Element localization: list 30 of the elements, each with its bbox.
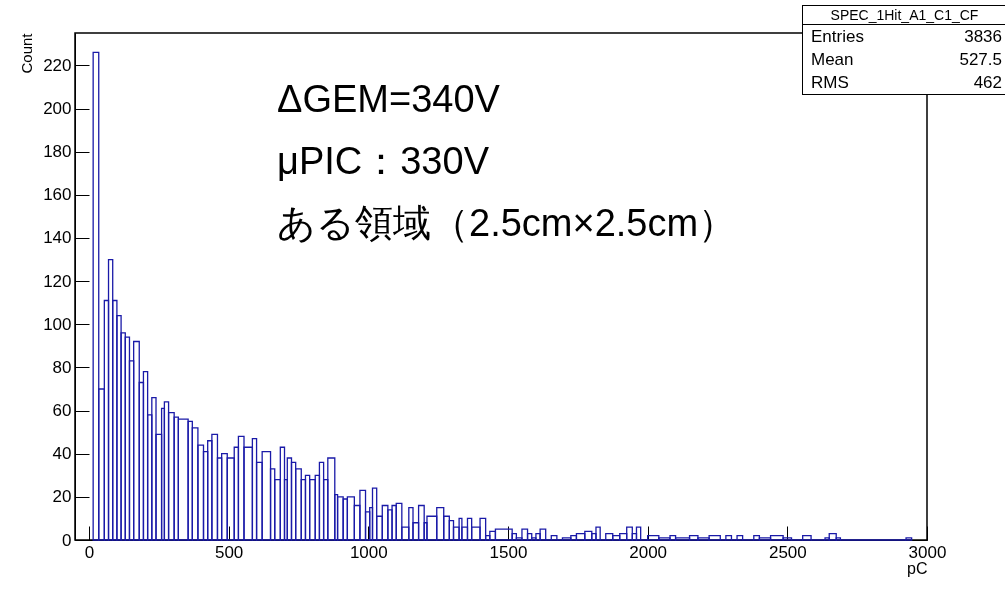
x-tick-label: 2500 xyxy=(768,542,807,562)
annotation: Mean xyxy=(811,49,854,71)
y-tick-label: 80 xyxy=(52,357,72,377)
y-tick-label: 120 xyxy=(43,271,72,291)
text: 3836 xyxy=(964,26,1002,48)
annotation: ある領域（2.5cm×2.5cm） xyxy=(277,201,737,246)
annotation: RMS xyxy=(811,72,849,94)
annotation: μPIC：330V xyxy=(277,139,490,184)
y-tick-label: 180 xyxy=(43,142,72,162)
y-tick-label: 100 xyxy=(43,314,72,334)
x-axis-title: pC xyxy=(907,559,928,577)
text: 462 xyxy=(973,72,1002,94)
x-tick-label: 500 xyxy=(214,542,244,562)
y-tick-label: 140 xyxy=(43,228,72,248)
y-tick-label: 60 xyxy=(52,401,72,421)
y-axis-title: Count xyxy=(18,32,36,74)
text: SPEC_1Hit_A1_C1_CF xyxy=(803,6,1005,25)
x-tick-label: 1000 xyxy=(349,542,388,562)
annotation: ΔGEM=340V xyxy=(277,77,501,122)
y-tick-label: 200 xyxy=(43,99,72,119)
y-tick-label: 40 xyxy=(52,444,72,464)
x-tick-label: 2000 xyxy=(629,542,668,562)
y-tick-label: 220 xyxy=(43,55,72,75)
annotation: Entries xyxy=(811,26,864,48)
x-tick-label: 3000 xyxy=(908,542,947,562)
text: 527.5 xyxy=(959,49,1002,71)
x-tick-label: 1500 xyxy=(489,542,528,562)
y-tick-label: 20 xyxy=(52,487,72,507)
x-tick-label: 0 xyxy=(84,542,95,562)
y-tick-label: 160 xyxy=(43,185,72,205)
